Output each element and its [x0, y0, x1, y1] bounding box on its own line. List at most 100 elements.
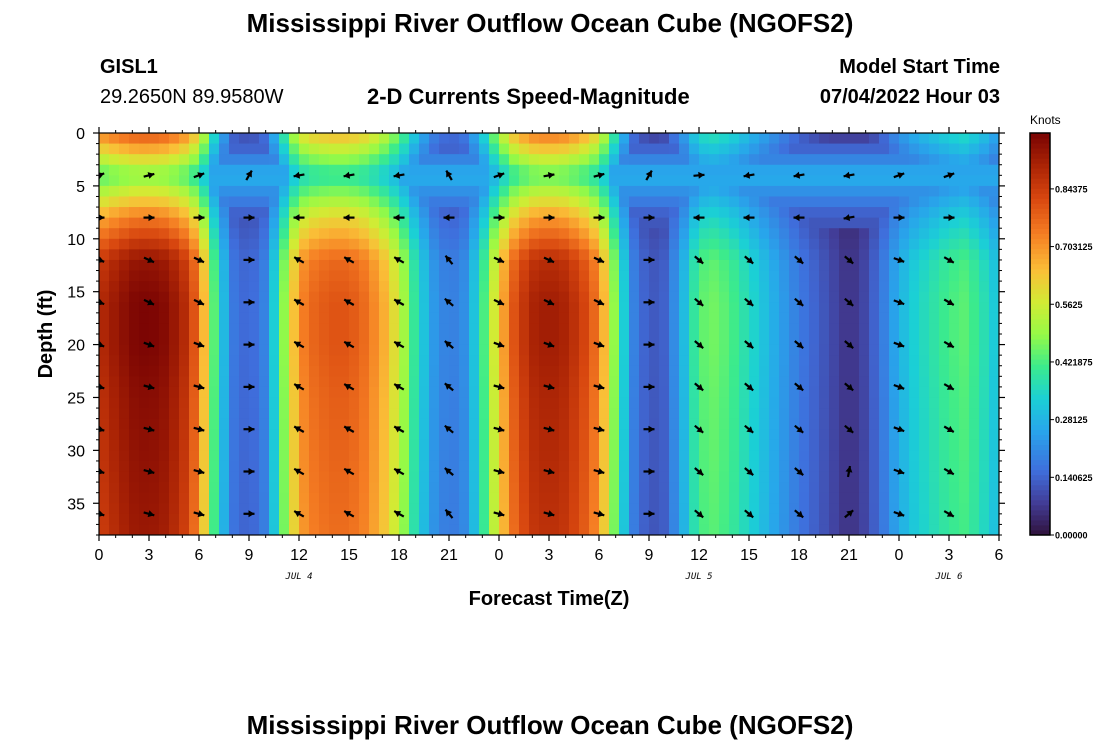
heatmap-cell: [759, 376, 770, 388]
heatmap-cell: [99, 492, 110, 504]
heatmap-cell: [839, 238, 850, 250]
heatmap-cell: [259, 386, 270, 399]
heatmap-cell: [139, 249, 150, 261]
heatmap-cell: [839, 482, 850, 494]
heatmap-cell: [969, 460, 980, 473]
heatmap-cell: [509, 492, 520, 504]
heatmap-cell: [319, 334, 330, 346]
heatmap-cell: [249, 386, 260, 399]
heatmap-cell: [269, 386, 280, 399]
heatmap-cell: [809, 365, 820, 377]
heatmap-cell: [409, 513, 420, 526]
heatmap-cell: [249, 185, 260, 198]
colorbar-segment: [1030, 409, 1050, 415]
heatmap-cell: [569, 513, 580, 526]
heatmap-cell: [239, 482, 250, 494]
heatmap-cell: [539, 249, 550, 261]
heatmap-cell: [949, 386, 960, 399]
heatmap-cell: [599, 291, 610, 303]
heatmap-cell: [939, 492, 950, 504]
heatmap-cell: [919, 397, 930, 409]
heatmap-cell: [289, 270, 300, 282]
heatmap-cell: [729, 228, 740, 240]
heatmap-cell: [919, 492, 930, 504]
heatmap-cell: [219, 281, 230, 293]
heatmap-cell: [809, 302, 820, 314]
heatmap-cell: [139, 312, 150, 325]
heatmap-cell: [159, 386, 170, 399]
heatmap-cell: [259, 450, 270, 462]
current-vector: [443, 214, 455, 222]
heatmap-cell: [779, 471, 790, 483]
heatmap-cell: [789, 355, 800, 367]
heatmap-cell: [219, 503, 230, 515]
heatmap-cell: [699, 460, 710, 473]
heatmap-cell: [629, 302, 640, 314]
current-vector: [593, 425, 605, 433]
heatmap-cell: [569, 524, 580, 535]
heatmap-cell: [699, 302, 710, 314]
heatmap-cell: [169, 397, 180, 409]
heatmap-cell: [919, 376, 930, 388]
heatmap-cell: [829, 334, 840, 346]
heatmap-cell: [749, 524, 760, 535]
heatmap-cell: [239, 513, 250, 526]
heatmap-cell: [989, 196, 999, 208]
current-vector: [99, 214, 105, 221]
heatmap-cell: [819, 386, 830, 399]
heatmap-cell: [739, 450, 750, 462]
heatmap-cell: [239, 270, 250, 282]
heatmap-cell: [479, 397, 490, 409]
heatmap-cell: [659, 503, 670, 515]
heatmap-cell: [139, 386, 150, 399]
heatmap-cell: [879, 429, 890, 441]
heatmap-cell: [639, 154, 650, 166]
heatmap-cell: [159, 355, 170, 367]
heatmap-cell: [959, 143, 970, 155]
heatmap-cell: [619, 281, 630, 293]
heatmap-cell: [799, 154, 810, 166]
heatmap-cell: [239, 439, 250, 451]
heatmap-cell: [279, 196, 290, 208]
heatmap-cell: [349, 429, 360, 441]
heatmap-cell: [149, 259, 160, 272]
heatmap-cell: [669, 376, 680, 388]
heatmap-cell: [949, 439, 960, 451]
heatmap-cell: [709, 418, 720, 430]
heatmap-cell: [829, 460, 840, 473]
heatmap-cell: [309, 143, 320, 155]
heatmap-cell: [889, 302, 900, 314]
heatmap-cell: [869, 492, 880, 504]
heatmap-cell: [959, 450, 970, 462]
heatmap-cell: [219, 228, 230, 240]
heatmap-cell: [829, 302, 840, 314]
heatmap-cell: [419, 323, 430, 335]
heatmap-cell: [679, 207, 690, 219]
heatmap-cell: [289, 503, 300, 515]
heatmap-cell: [669, 323, 680, 335]
heatmap-cell: [719, 524, 730, 535]
heatmap-cell: [479, 482, 490, 494]
heatmap-cell: [329, 386, 340, 399]
heatmap-cell: [449, 217, 460, 229]
colorbar-tick-label: 0.00000: [1055, 531, 1088, 541]
x-tick-label: 21: [840, 547, 858, 564]
heatmap-cell: [669, 281, 680, 293]
heatmap-cell: [939, 397, 950, 409]
heatmap-cell: [629, 355, 640, 367]
heatmap-cell: [159, 460, 170, 473]
heatmap-cell: [409, 344, 420, 356]
heatmap-cell: [879, 482, 890, 494]
heatmap-cell: [99, 408, 110, 420]
heatmap-cell: [599, 503, 610, 515]
current-vector: [694, 297, 704, 307]
heatmap-cell: [219, 418, 230, 430]
heatmap-cell: [329, 312, 340, 325]
heatmap-cell: [609, 386, 620, 399]
heatmap-cell: [949, 344, 960, 356]
heatmap-cell: [419, 291, 430, 303]
heatmap-cell: [909, 386, 920, 399]
heatmap-cell: [519, 482, 530, 494]
heatmap-cell: [549, 513, 560, 526]
heatmap-cell: [319, 503, 330, 515]
